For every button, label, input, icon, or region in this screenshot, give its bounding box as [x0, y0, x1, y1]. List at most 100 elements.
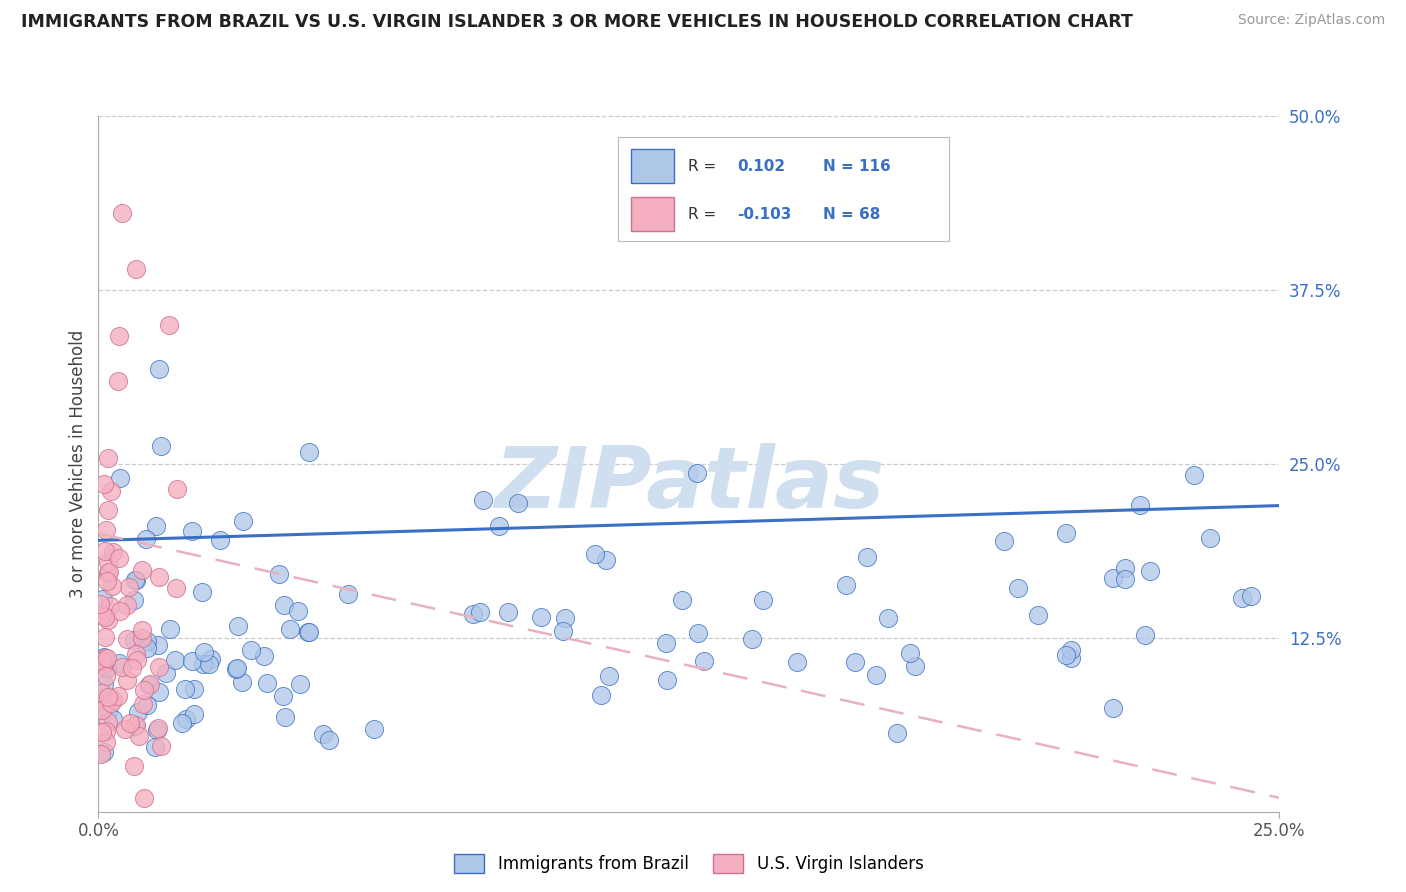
Point [149, 439, 172, 453]
Point [312, 727, 335, 741]
Text: Source: ZipAtlas.com: Source: ZipAtlas.com [1237, 13, 1385, 28]
Point [1240, 589, 1263, 603]
Point [125, 573, 148, 587]
Point [163, 653, 186, 667]
Point [94, 724, 117, 739]
Point [239, 643, 262, 657]
Point [96, 661, 118, 675]
Point [148, 362, 170, 376]
Point [115, 673, 138, 687]
Point [877, 611, 900, 625]
Point [148, 570, 170, 584]
Point [269, 567, 291, 582]
Point [583, 547, 606, 561]
Point [131, 563, 153, 577]
Point [101, 544, 124, 558]
Text: ZIPatlas: ZIPatlas [494, 443, 884, 526]
Point [91, 658, 114, 673]
Text: -0.103: -0.103 [737, 207, 792, 221]
Point [118, 580, 141, 594]
Point [96, 704, 118, 718]
Point [96, 555, 118, 569]
Point [844, 655, 866, 669]
Point [208, 533, 231, 548]
Point [148, 721, 170, 735]
Point [131, 623, 153, 637]
Point [120, 716, 142, 731]
Point [135, 532, 157, 546]
Point [125, 647, 148, 661]
Point [108, 656, 131, 670]
Point [595, 553, 617, 567]
Point [654, 636, 676, 650]
Point [100, 579, 122, 593]
Point [741, 632, 763, 647]
Point [1054, 648, 1077, 663]
Point [654, 193, 676, 207]
Point [101, 712, 124, 726]
Point [128, 729, 150, 743]
Point [253, 648, 276, 663]
Point [904, 659, 927, 673]
Point [101, 693, 124, 707]
Point [107, 689, 129, 703]
Point [122, 759, 145, 773]
Point [108, 329, 131, 343]
Text: N = 68: N = 68 [823, 207, 880, 221]
Point [127, 652, 149, 666]
Point [1135, 628, 1157, 642]
Point [318, 733, 340, 747]
Point [135, 698, 157, 712]
Point [1114, 573, 1136, 587]
Point [143, 740, 166, 755]
Point [159, 623, 181, 637]
Point [191, 657, 214, 671]
Point [232, 514, 254, 528]
Point [97, 613, 120, 627]
Point [298, 624, 321, 639]
FancyBboxPatch shape [631, 149, 675, 183]
Point [125, 262, 148, 277]
Point [97, 690, 120, 704]
Point [256, 676, 278, 690]
Text: R =: R = [688, 207, 721, 221]
Point [115, 632, 138, 646]
Point [183, 706, 205, 721]
Point [1230, 591, 1253, 606]
Point [865, 668, 887, 682]
Point [148, 660, 170, 674]
Point [488, 519, 510, 533]
Point [94, 651, 117, 665]
Point [146, 638, 169, 652]
Point [1054, 526, 1077, 541]
Point [553, 624, 575, 638]
Point [231, 674, 253, 689]
Point [226, 661, 249, 675]
Point [149, 739, 172, 753]
Point [93, 745, 115, 759]
Point [136, 640, 159, 655]
Point [117, 599, 139, 613]
Point [110, 604, 132, 618]
Point [96, 650, 118, 665]
Point [94, 630, 117, 644]
Text: N = 116: N = 116 [823, 159, 891, 174]
Point [111, 660, 134, 674]
Point [1102, 701, 1125, 715]
Point [111, 206, 134, 220]
Point [886, 725, 908, 739]
Point [472, 493, 495, 508]
Point [90, 686, 112, 700]
Point [96, 574, 118, 588]
Point [1060, 651, 1083, 665]
Point [1362, 178, 1385, 193]
Point [173, 681, 195, 696]
Point [90, 703, 112, 717]
Point [90, 747, 112, 762]
Point [273, 710, 295, 724]
Point [1199, 532, 1222, 546]
Y-axis label: 3 or more Vehicles in Household: 3 or more Vehicles in Household [69, 330, 87, 598]
Point [132, 698, 155, 712]
Point [506, 496, 529, 510]
Point [993, 533, 1015, 548]
